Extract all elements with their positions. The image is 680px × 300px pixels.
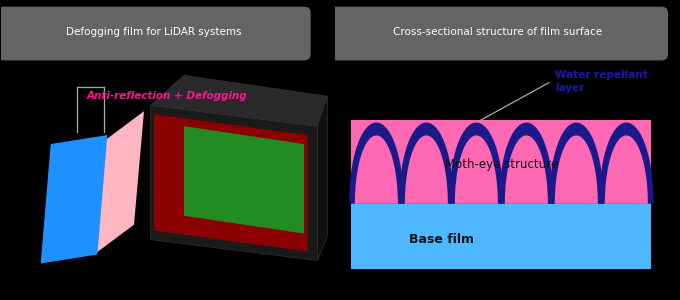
Polygon shape <box>350 122 403 204</box>
FancyBboxPatch shape <box>0 7 311 60</box>
Polygon shape <box>505 135 548 204</box>
Polygon shape <box>449 122 503 204</box>
Polygon shape <box>151 75 327 126</box>
Polygon shape <box>555 135 598 204</box>
Polygon shape <box>405 135 448 204</box>
Bar <box>352 120 651 204</box>
FancyBboxPatch shape <box>328 7 668 60</box>
Text: Moth-eye structure: Moth-eye structure <box>445 158 558 171</box>
Text: Cross-sectional structure of film surface: Cross-sectional structure of film surfac… <box>394 27 602 37</box>
Polygon shape <box>184 126 304 234</box>
Polygon shape <box>455 135 498 204</box>
Polygon shape <box>94 111 144 254</box>
Polygon shape <box>599 122 653 204</box>
Polygon shape <box>549 122 603 204</box>
Polygon shape <box>151 105 318 260</box>
Text: Defogging film for LiDAR systems: Defogging film for LiDAR systems <box>66 27 242 37</box>
Text: Base film: Base film <box>409 233 474 246</box>
Polygon shape <box>41 135 107 263</box>
Polygon shape <box>318 96 327 260</box>
Text: Anti-reflection + Defogging: Anti-reflection + Defogging <box>87 91 248 101</box>
Polygon shape <box>154 114 307 251</box>
Bar <box>352 204 651 269</box>
Polygon shape <box>355 135 398 204</box>
Polygon shape <box>399 122 454 204</box>
Polygon shape <box>499 122 554 204</box>
Polygon shape <box>605 135 648 204</box>
Text: Water repellant
layer: Water repellant layer <box>555 70 647 93</box>
